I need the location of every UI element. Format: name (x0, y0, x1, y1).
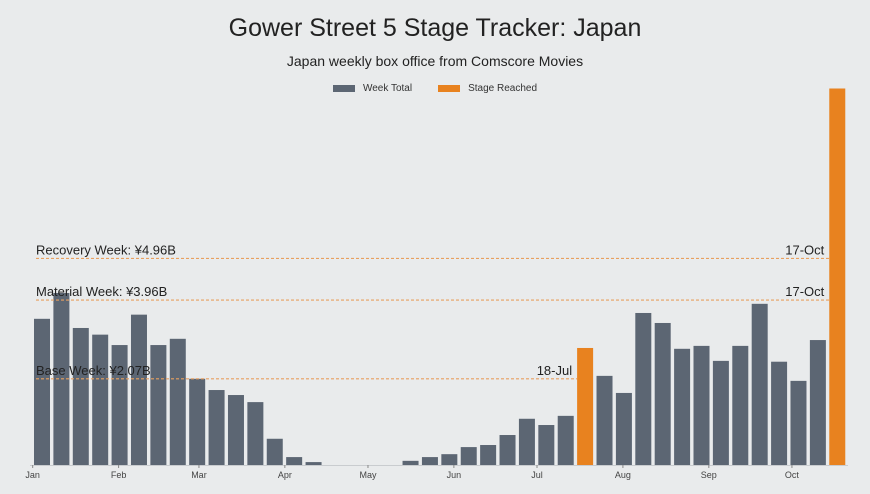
bar-week-total (751, 303, 768, 465)
bar-week-total (150, 345, 167, 465)
bar-week-total (286, 457, 303, 465)
bar-week-total (266, 438, 283, 465)
bar-week-total (615, 392, 632, 465)
x-tick-label: Mar (191, 470, 207, 480)
bar-week-total (693, 345, 710, 465)
x-tick-label: Jun (447, 470, 462, 480)
bar-week-total (227, 395, 244, 465)
legend-swatch-stage-reached (438, 85, 461, 92)
x-tick-label: Jul (531, 470, 543, 480)
bar-week-total (771, 361, 788, 465)
bar-week-total (596, 375, 613, 465)
x-tick-label: Feb (111, 470, 127, 480)
bar-week-total (441, 454, 458, 465)
bar-week-total (499, 435, 516, 465)
bar-week-total (538, 425, 555, 465)
bar-week-total (654, 322, 671, 465)
bar-week-total (674, 348, 691, 465)
bar-week-total (34, 318, 50, 465)
threshold-reached-date: 17-Oct (785, 284, 824, 299)
legend: Week Total Stage Reached (0, 83, 870, 94)
x-tick-label: Apr (278, 470, 292, 480)
chart-title: Gower Street 5 Stage Tracker: Japan (228, 14, 642, 42)
bar-week-total (421, 457, 438, 465)
bar-week-total (72, 327, 89, 465)
bar-week-total (460, 447, 477, 465)
bar-week-total (189, 378, 206, 465)
x-tick-label: Oct (785, 470, 800, 480)
bar-week-total (92, 334, 109, 465)
legend-item-stage-reached: Stage Reached (438, 83, 537, 94)
bar-week-total (208, 390, 225, 465)
bar-week-total (111, 345, 128, 465)
x-tick-label: Aug (615, 470, 631, 480)
threshold-label: Material Week: ¥3.96B (36, 284, 167, 299)
x-tick-label: May (359, 470, 377, 480)
chart-subtitle: Japan weekly box office from Comscore Mo… (286, 53, 584, 69)
bar-week-total (130, 314, 147, 465)
legend-swatch-week-total (332, 85, 355, 92)
bar-week-total (635, 312, 652, 465)
legend-label: Week Total (362, 83, 413, 94)
x-tick-label: Jan (25, 470, 40, 480)
bar-week-total (732, 345, 749, 465)
legend-label: Stage Reached (468, 83, 538, 94)
threshold-reached-date: 18-Jul (537, 363, 573, 378)
bar-week-total (169, 338, 186, 465)
bar-week-total (518, 418, 535, 465)
bar-week-total (402, 460, 419, 465)
bar-week-total (247, 402, 264, 465)
bar-stage-reached (577, 347, 594, 465)
threshold-reached-date: 17-Oct (785, 242, 824, 257)
bar-week-total (557, 415, 574, 465)
bar-week-total (790, 380, 807, 465)
bar-week-total (480, 445, 497, 465)
x-tick-label: Sep (701, 470, 717, 480)
bar-week-total (809, 340, 826, 465)
threshold-label: Base Week: ¥2.07B (36, 363, 151, 378)
threshold-label: Recovery Week: ¥4.96B (36, 242, 176, 257)
bar-week-total (305, 462, 322, 465)
bar-week-total (712, 360, 729, 465)
legend-item-week-total: Week Total (332, 83, 413, 94)
bar-stage-reached (829, 88, 846, 465)
